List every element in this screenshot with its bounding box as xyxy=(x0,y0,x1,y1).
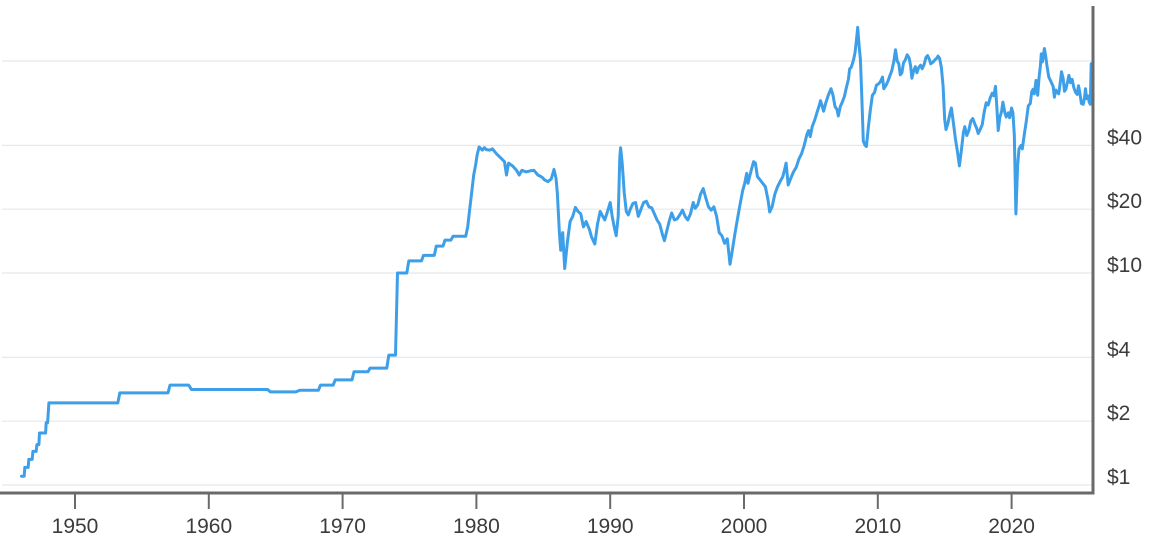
x-tick-label-1990: 1990 xyxy=(587,515,634,538)
y-tick-label-1: $1 xyxy=(1107,466,1130,489)
x-tick-label-2010: 2010 xyxy=(854,515,901,538)
y-tick-label-2: $2 xyxy=(1107,402,1130,425)
x-tick-label-1970: 1970 xyxy=(319,515,366,538)
x-tick-label-2000: 2000 xyxy=(721,515,768,538)
price-line-series xyxy=(20,25,1093,478)
x-tick-label-2020: 2020 xyxy=(988,515,1035,538)
x-axis-ticks xyxy=(74,494,1013,509)
y-axis-tick-labels: $1 $2 $4 $10 $20 $40 xyxy=(1107,126,1142,489)
y-tick-label-4: $4 xyxy=(1107,338,1131,361)
y-tick-label-20: $20 xyxy=(1107,190,1142,213)
gridlines xyxy=(2,60,1092,486)
x-axis-tick-labels: 1950 1960 1970 1980 1990 2000 2010 2020 xyxy=(52,515,1035,538)
x-tick-label-1980: 1980 xyxy=(453,515,500,538)
x-tick-label-1960: 1960 xyxy=(185,515,232,538)
y-tick-label-40: $40 xyxy=(1107,126,1142,149)
x-tick-label-1950: 1950 xyxy=(52,515,99,538)
y-tick-label-10: $10 xyxy=(1107,254,1142,277)
